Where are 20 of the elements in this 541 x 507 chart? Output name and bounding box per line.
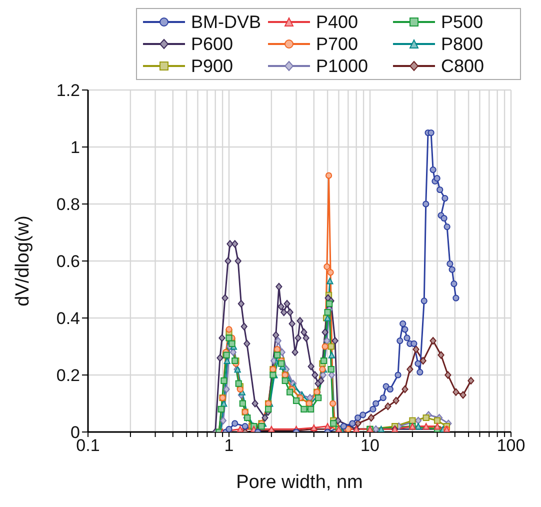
legend-label: P1000 — [316, 56, 368, 76]
legend-label: P400 — [316, 12, 358, 32]
x-tick-label: 10 — [360, 436, 380, 456]
y-tick-label: 0.6 — [56, 252, 80, 272]
x-axis-title: Pore width, nm — [236, 472, 363, 493]
legend-label: BM-DVB — [191, 12, 262, 32]
y-tick-label: 0.2 — [56, 366, 80, 386]
y-tick-label: 1 — [70, 138, 80, 158]
y-tick-label: 0.8 — [56, 195, 80, 214]
legend-label: P500 — [441, 12, 484, 32]
x-tick-label: 100 — [496, 436, 526, 456]
legend-label: P700 — [316, 34, 358, 54]
legend-label: P900 — [191, 56, 234, 76]
y-tick-label: 0.4 — [56, 309, 80, 328]
y-tick-label: 1.2 — [56, 81, 80, 100]
legend-label: P600 — [191, 34, 234, 54]
legend-label: P800 — [441, 34, 484, 54]
legend-label: C800 — [441, 56, 484, 76]
y-axis-title: dV/dlog(w) — [12, 216, 34, 306]
x-tick-label: 1 — [224, 436, 234, 456]
